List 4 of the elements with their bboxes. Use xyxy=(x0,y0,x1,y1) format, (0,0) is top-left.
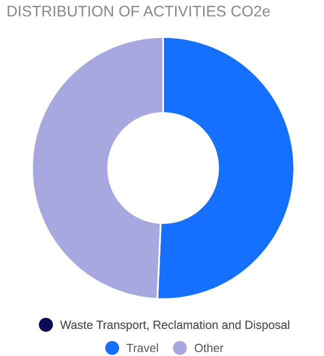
legend-label: Other xyxy=(194,343,224,352)
legend-label: Waste Transport, Reclamation and Disposal xyxy=(60,320,290,332)
legend-label: Travel xyxy=(126,343,158,352)
chart-title: DISTRIBUTION OF ACTIVITIES CO2e xyxy=(8,6,270,17)
